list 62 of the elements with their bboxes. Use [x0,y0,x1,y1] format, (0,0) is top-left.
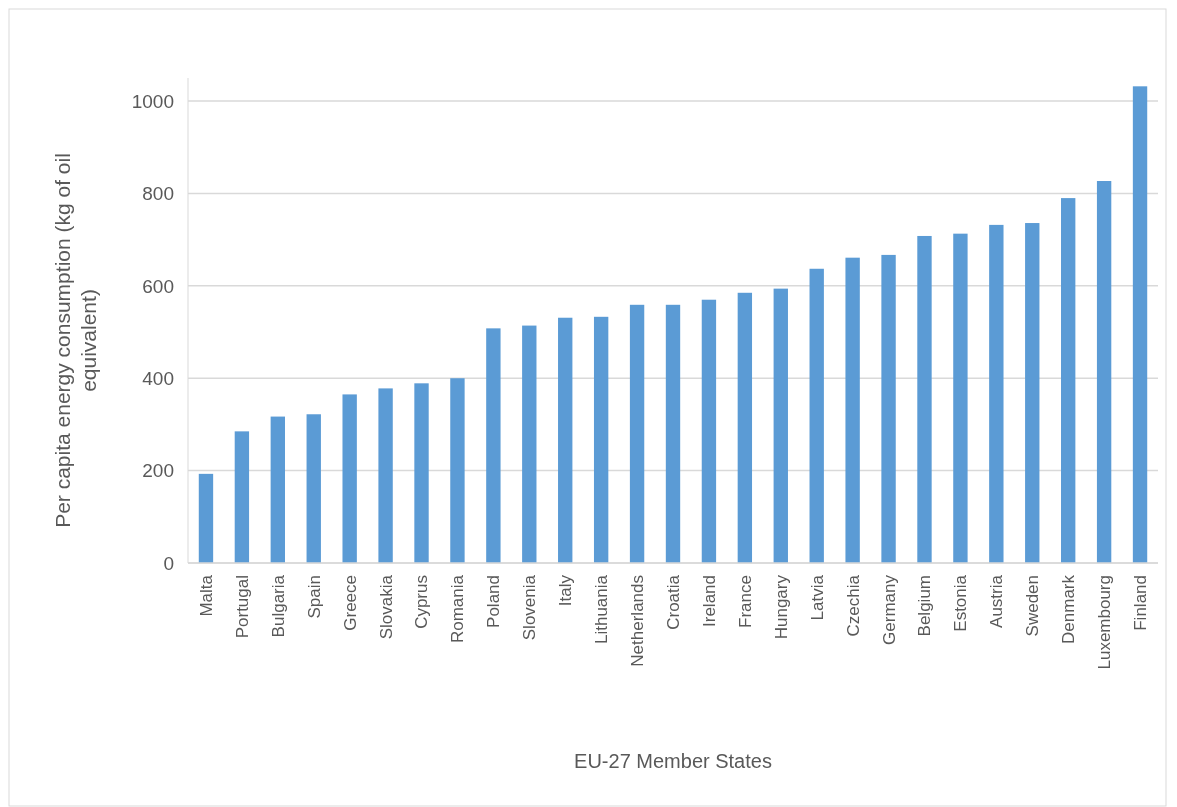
bar [773,288,788,563]
x-tick-label: Portugal [232,575,252,639]
x-tick-label: Latvia [807,574,827,621]
bar [1025,223,1040,563]
x-tick-label: Luxembourg [1095,575,1115,670]
x-tick-label: Finland [1130,575,1150,631]
y-tick-label: 200 [142,460,174,482]
bar [270,416,285,563]
bar [737,292,753,563]
y-tick-label: 400 [142,367,174,389]
x-tick-label: Germany [879,574,899,645]
x-tick-label: Spain [304,575,324,619]
bar [558,317,573,563]
x-tick-label: Netherlands [628,575,648,667]
bar [198,473,214,563]
bar [1132,86,1148,563]
bar [1061,198,1076,563]
y-tick-label: 1000 [131,90,174,112]
x-tick-label: Croatia [663,574,683,630]
x-tick-label: France [735,575,755,628]
x-tick-label: Estonia [951,574,971,632]
y-tick-label: 0 [163,552,174,574]
bar [953,233,968,563]
x-tick-label: Malta [196,574,216,617]
x-tick-label: Denmark [1059,574,1079,644]
x-tick-label: Greece [340,575,360,631]
bar [1096,181,1112,563]
bar [486,328,501,563]
x-tick-label: Sweden [1023,575,1043,637]
x-tick-label: Lithuania [592,574,612,645]
y-tick-label: 800 [142,183,174,205]
bar [665,304,681,563]
x-tick-label: Belgium [915,575,935,637]
bar [234,431,250,563]
bar [701,299,717,563]
bar [629,304,645,563]
x-tick-label: Czechia [843,574,863,637]
bar [881,254,896,563]
bar [845,257,860,563]
x-tick-label: Hungary [771,574,791,640]
x-tick-label: Slovakia [376,574,396,640]
x-tick-label: Austria [987,574,1007,628]
bar [378,388,393,563]
bar [989,224,1004,563]
x-tick-label: Slovenia [520,574,540,641]
bar [414,383,429,563]
x-tick-label: Ireland [699,575,719,627]
bar [917,235,932,563]
x-tick-label: Romania [448,574,468,644]
bar [593,316,609,563]
bar [522,325,537,563]
bar [809,268,824,563]
x-tick-label: Poland [484,575,504,628]
x-tick-label: Cyprus [412,575,432,629]
x-tick-label: Bulgaria [268,574,288,638]
bar [450,378,465,563]
x-tick-label: Italy [556,574,576,607]
y-tick-label: 600 [142,275,174,297]
bar [342,394,357,563]
y-axis-title: Per capita energy consumption (kg of oil equivalent) [51,153,100,528]
x-axis-title: EU-27 Member States [574,750,772,772]
bar [306,414,321,563]
